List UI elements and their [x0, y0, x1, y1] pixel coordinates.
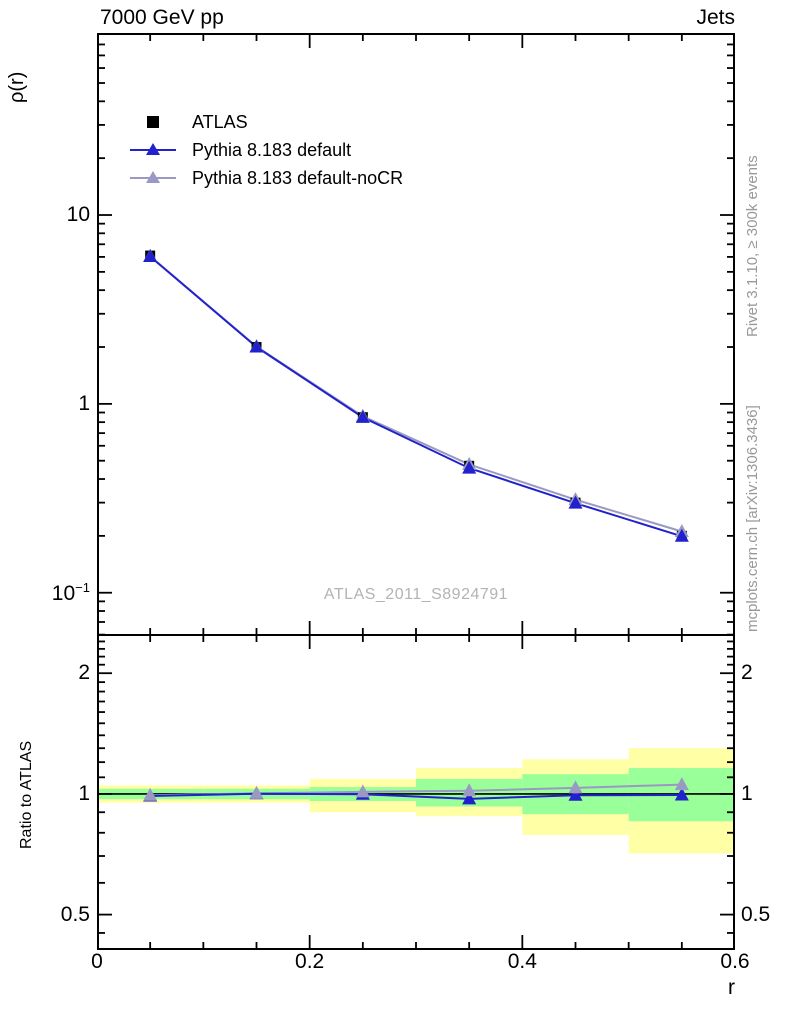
ratio-nocr-points: [143, 777, 689, 801]
ratio-plot-panel: [97, 634, 735, 950]
pythia-nocr-line: [149, 255, 683, 533]
main-y-axis-label: ρ(r): [6, 71, 28, 103]
ratio-y-tick-label-left: 0.5: [60, 902, 90, 926]
legend-marker-triangle: [130, 143, 176, 155]
pythia-default-points: [143, 249, 689, 542]
pythia-nocr-points: [143, 248, 689, 537]
legend-marker-square: [147, 116, 159, 128]
ratio-nocr-marker: [355, 784, 370, 798]
legend-item: Pythia 8.183 default-noCR: [128, 164, 403, 192]
legend-marker-triangle: [130, 171, 176, 183]
ratio-default-marker: [568, 787, 583, 801]
x-tick-label: 0: [91, 950, 103, 973]
default-marker: [674, 528, 689, 542]
legend: ATLAS Pythia 8.183 default Pythia 8.183 de…: [128, 108, 403, 192]
ratio-default-marker: [462, 791, 477, 805]
default-marker: [143, 249, 158, 263]
analysis-group-title: Jets: [696, 6, 735, 29]
x-tick-label: 0.2: [295, 950, 325, 973]
ratio-default-line: [150, 792, 682, 800]
x-tick-label: 0.4: [507, 950, 537, 973]
mcplots-arxiv-sidenote: mcplots.cern.ch [arXiv:1306.3436]: [744, 405, 761, 632]
legend-label: ATLAS: [192, 111, 248, 132]
x-tick-label: 0.6: [720, 950, 750, 973]
rivet-version-sidenote: Rivet 3.1.10, ≥ 300k events: [744, 155, 761, 337]
beam-energy-title: 7000 GeV pp: [100, 6, 224, 29]
ratio-nocr-marker: [462, 783, 477, 797]
legend-label: Pythia 8.183 default-noCR: [192, 167, 404, 188]
x-axis-label: r: [728, 976, 735, 999]
ratio-nocr-marker: [568, 780, 583, 794]
ratio-y-tick-label-right: 0.5: [741, 902, 771, 926]
ratio-nocr-marker: [249, 785, 264, 799]
ratio-y-tick-label-left: 1: [78, 781, 90, 805]
ratio-y-tick-label-right: 2: [741, 661, 753, 685]
analysis-id-watermark: ATLAS_2011_S8924791: [323, 586, 509, 603]
default-marker: [568, 495, 583, 509]
main-y-tick-label: 1: [78, 391, 90, 415]
default-marker: [355, 409, 370, 423]
ratio-plot-svg: [97, 634, 735, 950]
legend-item: ATLAS: [128, 108, 403, 136]
default-marker: [249, 339, 264, 353]
ratio-y-tick-label-left: 2: [78, 661, 90, 685]
main-plot-svg: [97, 33, 735, 636]
ratio-nocr-marker: [143, 787, 158, 801]
pythia-default-line: [149, 255, 683, 538]
default-marker: [462, 460, 477, 474]
ratio-y-tick-label-right: 1: [741, 781, 753, 805]
legend-label: Pythia 8.183 default: [192, 139, 352, 160]
ratio-default-marker: [674, 787, 689, 801]
main-y-tick-label: 10: [66, 203, 90, 226]
ratio-nocr-marker: [674, 777, 689, 791]
main-y-tick-label: 10−1: [51, 579, 90, 605]
atlas-data-points: [145, 250, 687, 541]
main-plot-panel: [97, 33, 735, 636]
legend-item: Pythia 8.183 default: [128, 136, 403, 164]
